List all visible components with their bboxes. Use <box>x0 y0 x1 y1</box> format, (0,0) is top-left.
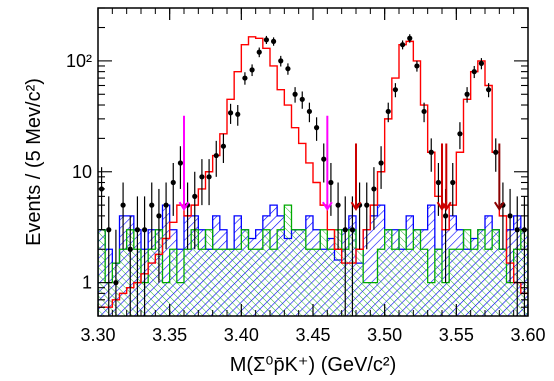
x-tick-label: 3.45 <box>295 325 330 345</box>
region-marker-arrowhead <box>436 201 448 211</box>
data-point <box>292 91 298 97</box>
data-point <box>127 246 133 252</box>
data-point <box>220 143 227 149</box>
x-axis-title: M(Σ⁰p̄K⁺) (GeV/c²) <box>230 354 397 376</box>
data-point <box>507 213 513 219</box>
data-point <box>192 193 198 199</box>
plot-area <box>98 34 528 316</box>
data-point <box>170 179 176 186</box>
data-point <box>385 108 391 115</box>
data-point <box>450 179 456 186</box>
y-axis-title: Events / (5 Mev/c²) <box>23 78 45 246</box>
y-tick-label: 10² <box>66 51 92 71</box>
data-point <box>364 202 370 208</box>
data-point <box>371 186 377 192</box>
data-point <box>514 227 520 233</box>
data-point <box>256 49 262 55</box>
region-marker-arrowhead <box>493 201 505 211</box>
data-point <box>428 149 434 155</box>
y-tick-label: 10 <box>72 162 92 182</box>
data-point <box>399 42 406 48</box>
x-tick-label: 3.50 <box>367 325 402 345</box>
data-point <box>335 202 341 208</box>
data-point <box>321 156 327 162</box>
data-point <box>113 280 119 286</box>
data-point <box>485 87 492 93</box>
region-marker-arrowhead <box>321 201 333 211</box>
x-tick-label: 3.40 <box>224 325 259 345</box>
histogram-fit-line <box>98 36 528 308</box>
region-marker-arrowhead <box>178 201 190 211</box>
data-point <box>206 174 212 180</box>
data-point <box>199 174 205 180</box>
data-point <box>120 202 126 208</box>
data-point <box>478 60 485 66</box>
region-marker-arrowhead <box>440 201 452 211</box>
data-point <box>457 131 463 137</box>
data-point <box>235 111 241 117</box>
data-point <box>156 213 162 219</box>
x-tick-label: 3.55 <box>439 325 474 345</box>
data-point <box>392 87 399 93</box>
x-tick-label: 3.60 <box>510 325 545 345</box>
data-point <box>163 202 169 208</box>
region-marker-arrowhead <box>350 201 362 211</box>
data-point <box>407 35 413 41</box>
data-point <box>278 58 284 64</box>
data-point <box>421 108 427 115</box>
data-point <box>464 91 470 97</box>
data-point <box>414 63 420 69</box>
data-point <box>149 202 155 208</box>
y-tick-label: 1 <box>82 273 92 293</box>
histogram-background-3 <box>98 204 528 316</box>
data-point <box>177 160 184 166</box>
data-point <box>493 149 499 155</box>
data-point <box>227 110 234 116</box>
data-point <box>328 179 334 186</box>
data-point <box>435 179 442 186</box>
data-point <box>270 38 277 44</box>
data-point <box>306 108 313 115</box>
x-tick-label: 3.35 <box>152 325 187 345</box>
data-point <box>342 227 348 233</box>
data-point <box>263 37 270 43</box>
data-point <box>249 67 255 73</box>
x-tick-label: 3.30 <box>80 325 115 345</box>
data-point <box>106 227 112 233</box>
axes: 3.30 3.35 3.40 3.45 3.50 3.55 3.60 1 10 10² <box>66 7 546 345</box>
data-point <box>378 160 384 166</box>
data-point <box>141 227 148 233</box>
data-point <box>242 75 248 81</box>
data-point <box>285 66 291 72</box>
data-point <box>442 213 449 219</box>
data-point <box>299 96 305 102</box>
data-point <box>471 69 477 75</box>
data-point <box>213 152 219 159</box>
data-point <box>349 227 356 233</box>
data-point <box>134 227 141 233</box>
data-point <box>313 125 320 131</box>
